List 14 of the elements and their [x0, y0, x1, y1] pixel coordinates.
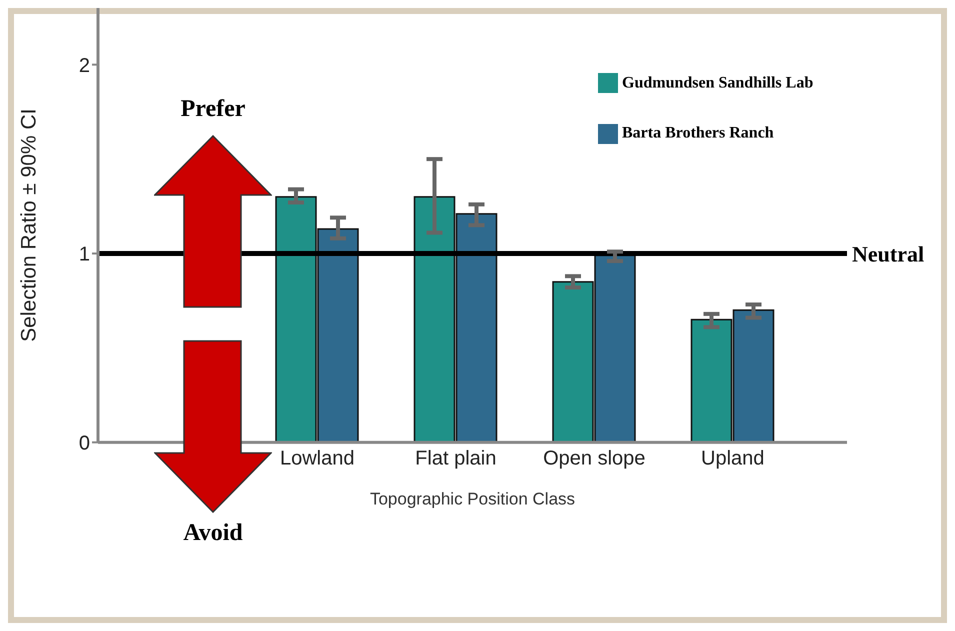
y-tick-label: 2 [78, 54, 90, 77]
x-tick-label: Upland [701, 448, 764, 470]
x-axis-title: Topographic Position Class [370, 489, 576, 508]
y-tick-label: 1 [78, 244, 90, 266]
y-axis-title: Selection Ratio ± 90% CI [17, 108, 40, 342]
legend-label: Barta Brothers Ranch [622, 124, 774, 142]
text: Avoid [182, 520, 244, 547]
text: Prefer [180, 96, 246, 123]
legend-label: Gudmundsen Sandhills Lab [622, 74, 814, 92]
x-tick-label: Flat plain [415, 448, 496, 470]
y-tick-label: 0 [78, 432, 90, 454]
x-tick-label: Open slope [543, 448, 646, 470]
x-tick-label: Lowland [280, 448, 355, 470]
ref-line-label: Neutral [852, 241, 924, 266]
